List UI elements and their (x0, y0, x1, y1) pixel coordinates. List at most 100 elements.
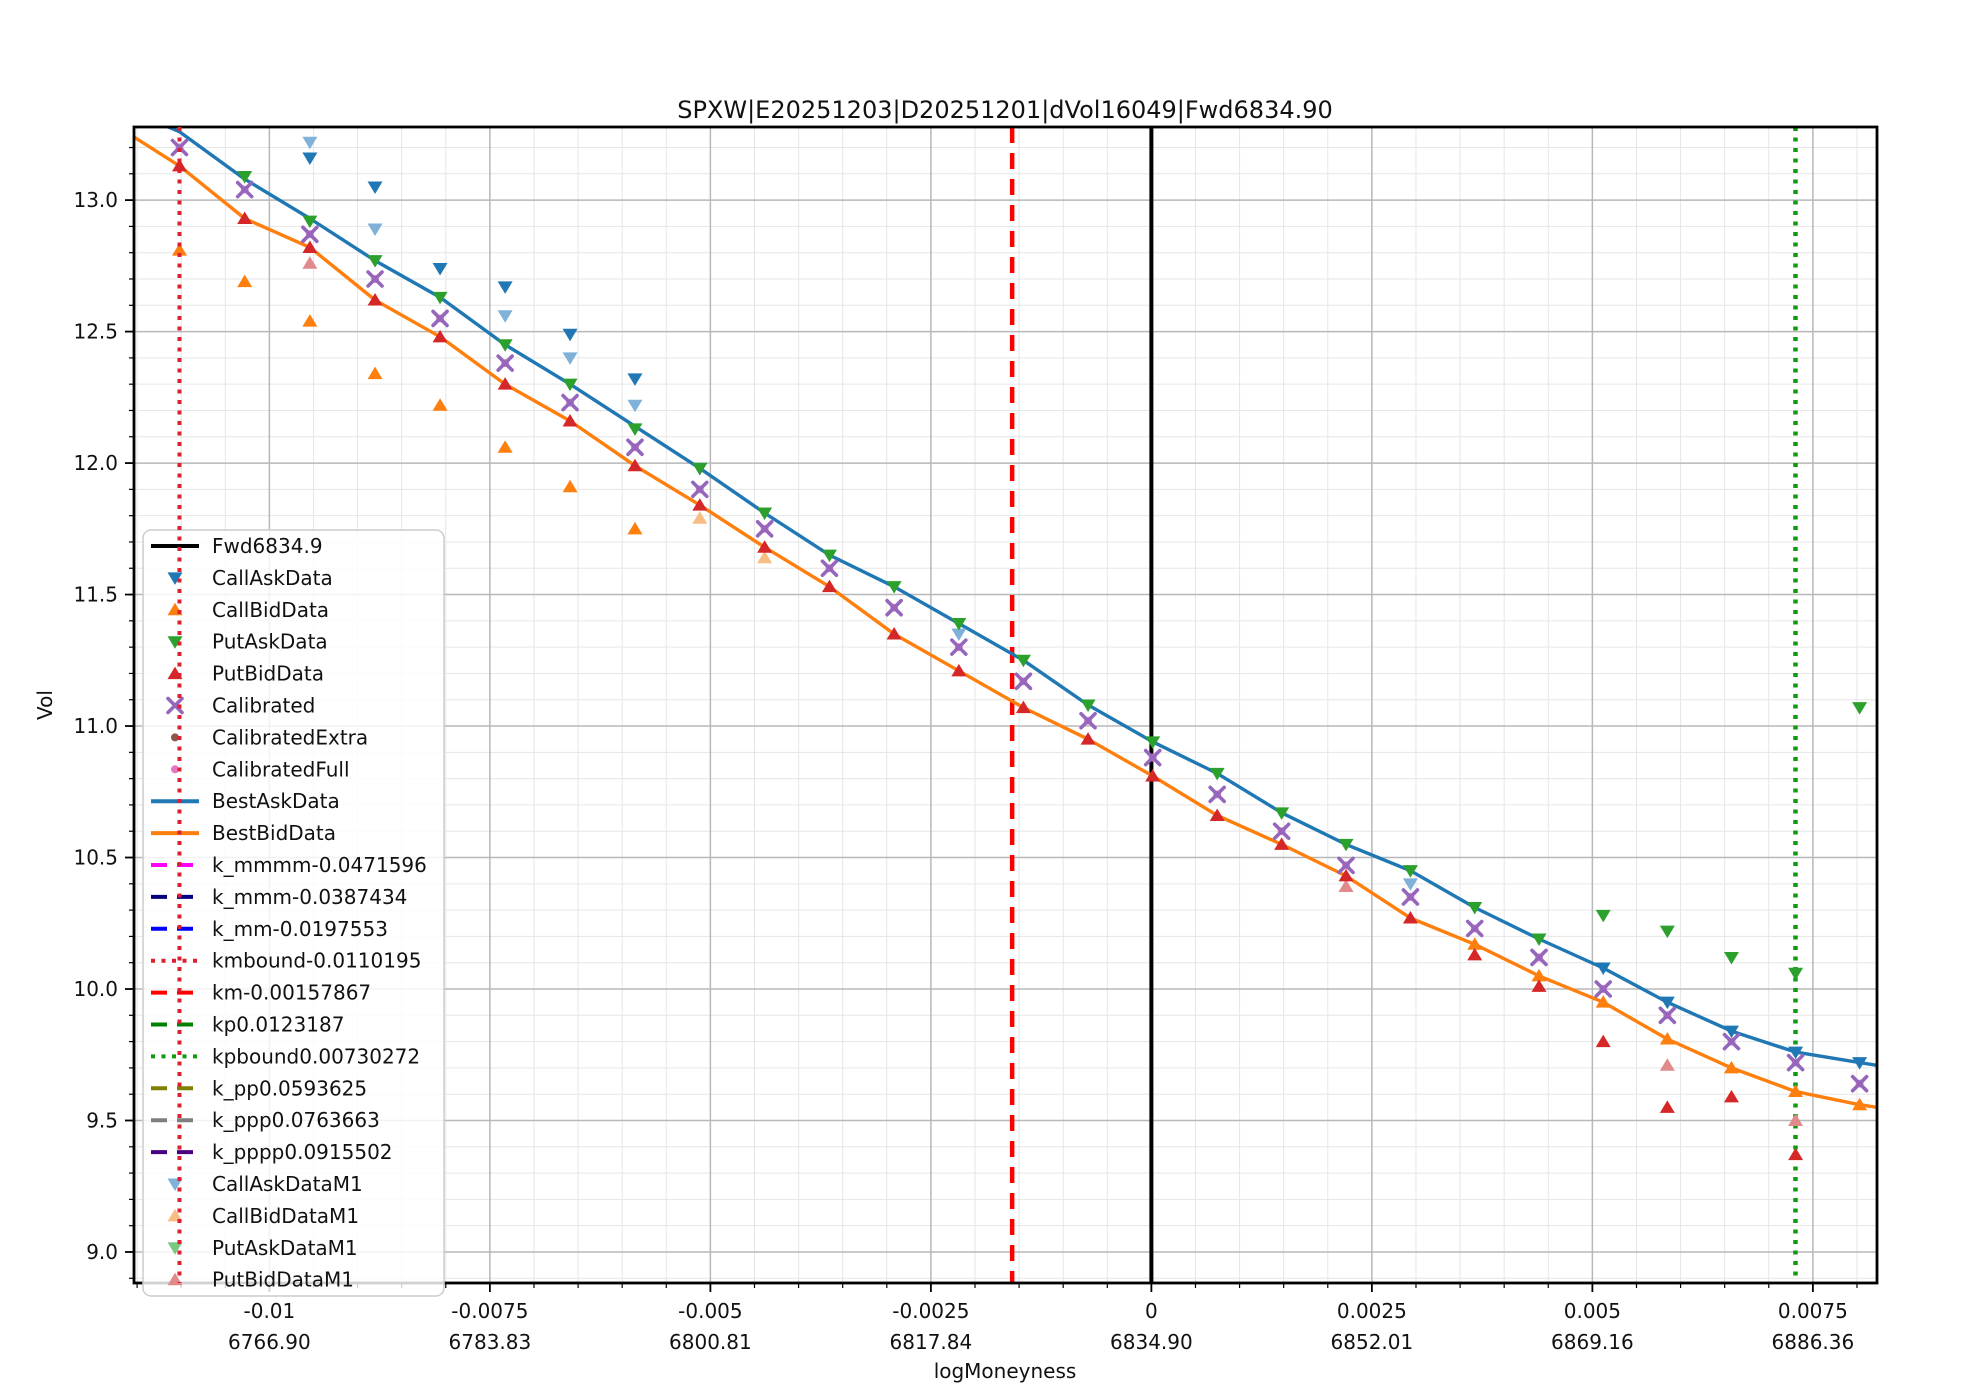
x-tick-label: -0.0075 (451, 1299, 528, 1323)
marker-calibrated (431, 309, 449, 328)
marker-callaskdata (367, 181, 383, 194)
legend-item-bestaskdata: BestAskData (151, 789, 340, 813)
y-tick-label: 12.0 (73, 451, 118, 475)
marker-calibrated (170, 138, 189, 157)
marker-callbiddata (497, 440, 513, 453)
marker-calibrated (1079, 711, 1097, 730)
marker-putbiddata (1274, 837, 1290, 850)
chart-title: SPXW|E20251203|D20251201|dVol16049|Fwd68… (677, 96, 1333, 124)
legend-item-label: Fwd6834.9 (212, 534, 323, 558)
legend-marker-sample (171, 765, 179, 774)
y-axis-label: Vol (33, 690, 57, 720)
x-axis-label: logMoneyness (934, 1359, 1077, 1383)
legend-marker-sample (166, 696, 184, 715)
marker-callaskdata (1723, 1025, 1739, 1039)
legend-item-k-pppp0-0915502: k_pppp0.0915502 (151, 1140, 393, 1164)
marker-calibrated (1594, 980, 1613, 998)
x-tick-strike-label: 6766.90 (228, 1330, 311, 1354)
legend-item-putbiddata: PutBidData (167, 662, 324, 686)
legend-marker-sample (171, 733, 179, 742)
marker-putbiddata (497, 377, 513, 390)
legend-item-putaskdata: PutAskData (167, 630, 328, 654)
marker-calibrated (1272, 822, 1291, 841)
marker-putaskdata (367, 255, 383, 268)
legend-item-kmbound-0-0110195: kmbound-0.0110195 (151, 949, 421, 973)
legend-item-label: CallBidData (212, 598, 329, 622)
marker-putaskdata (432, 291, 448, 305)
y-tick-label: 9.0 (86, 1240, 118, 1264)
marker-callaskdatam1 (1402, 878, 1418, 891)
marker-putaskdata (1402, 865, 1418, 878)
marker-putaskdata (1531, 933, 1547, 947)
marker-calibrated (1722, 1032, 1741, 1051)
legend-item-label: PutBidDataM1 (212, 1268, 354, 1292)
legend-item-label: PutBidData (212, 662, 324, 686)
marker-callbiddata (562, 479, 578, 493)
marker-putaskdata (237, 170, 253, 184)
marker-putbiddata (237, 211, 253, 225)
series-layer (134, 127, 1877, 1161)
marker-calibrated (1658, 1006, 1677, 1025)
marker-callbiddata (627, 521, 643, 535)
marker-putbiddata (1659, 1100, 1675, 1113)
legend-item-putbiddatam1: PutBidDataM1 (167, 1268, 354, 1292)
marker-callaskdata (1788, 1046, 1804, 1060)
marker-callbiddata (1467, 937, 1483, 950)
x-tick-strike-label: 6852.01 (1331, 1330, 1414, 1354)
marker-calibrated (885, 598, 903, 617)
marker-calibrated (755, 520, 774, 538)
legend-item-label: kmbound-0.0110195 (212, 949, 421, 973)
marker-calibrated (1014, 672, 1033, 691)
legend-item-label: k_mmmm-0.0471596 (212, 853, 427, 877)
y-tick-label: 12.5 (73, 320, 118, 344)
marker-calibrated (691, 480, 709, 499)
marker-putaskdata (1852, 702, 1868, 715)
y-tick-label: 11.0 (73, 714, 118, 738)
legend-item-label: CallAskDataM1 (212, 1172, 363, 1196)
marker-putbiddatam1 (1338, 879, 1354, 892)
marker-callbiddata (1788, 1084, 1804, 1098)
marker-putaskdata (1723, 951, 1739, 965)
marker-putaskdata (1209, 767, 1225, 781)
legend-item-callbiddatam1: CallBidDataM1 (167, 1204, 359, 1228)
x-tick-label: 0 (1145, 1299, 1158, 1323)
marker-putbiddata (1145, 769, 1161, 782)
marker-callbiddatam1 (757, 550, 773, 564)
marker-calibrated (626, 438, 644, 457)
marker-putbiddata (1402, 911, 1418, 924)
marker-calibrated (950, 638, 968, 656)
legend-item-k-mm-0-0197553: k_mm-0.0197553 (151, 917, 388, 941)
marker-callaskdata (302, 152, 318, 166)
marker-putbiddata (1015, 700, 1031, 714)
legend-marker-sample (167, 1208, 183, 1222)
marker-putbiddata (1209, 808, 1225, 821)
marker-putaskdata (821, 549, 837, 563)
x-tick-label: -0.01 (244, 1299, 296, 1323)
legend-item-km-0-00157867: km-0.00157867 (151, 981, 371, 1005)
marker-callbiddata (367, 366, 383, 380)
marker-putbiddatam1 (1788, 1113, 1804, 1126)
marker-putbiddata (367, 293, 383, 306)
marker-callaskdata (432, 262, 448, 276)
marker-putbiddata (1338, 868, 1354, 882)
x-tick-strike-label: 6817.84 (890, 1330, 973, 1354)
marker-putaskdata (886, 581, 902, 594)
marker-callbiddata (1595, 995, 1611, 1008)
legend-item-label: k_pppp0.0915502 (212, 1140, 393, 1164)
legend-item-k-ppp0-0763663: k_ppp0.0763663 (151, 1108, 380, 1132)
marker-putbiddata (951, 663, 967, 677)
legend-marker-sample (167, 572, 183, 585)
marker-putbiddata (627, 458, 643, 472)
marker-putbiddata (1723, 1089, 1739, 1103)
marker-callaskdata (1659, 996, 1675, 1010)
marker-putbiddata (562, 413, 578, 427)
x-tick-label: 0.0075 (1778, 1299, 1848, 1323)
marker-callbiddata (1659, 1031, 1675, 1045)
marker-putbiddata (172, 158, 188, 172)
legend-item-fwd6834-9: Fwd6834.9 (151, 534, 323, 558)
legend-item-label: BestBidData (212, 821, 336, 845)
marker-callbiddata (172, 243, 188, 256)
marker-calibrated (1143, 748, 1162, 767)
